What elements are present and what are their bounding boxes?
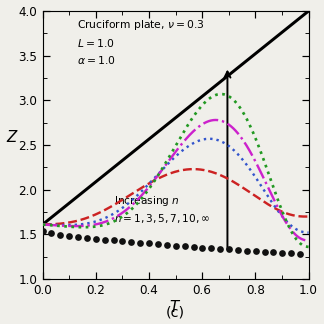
Text: (c): (c) — [166, 306, 185, 320]
Text: Cruciform plate, $\nu = 0.3$
$L = 1.0$
$\alpha = 1.0$: Cruciform plate, $\nu = 0.3$ $L = 1.0$ $… — [77, 18, 205, 66]
Text: Increasing $n$
$n = 1, 3, 5, 7, 10, \infty$: Increasing $n$ $n = 1, 3, 5, 7, 10, \inf… — [114, 194, 211, 225]
Y-axis label: $Z$: $Z$ — [6, 129, 19, 145]
X-axis label: $T$: $T$ — [169, 299, 182, 315]
